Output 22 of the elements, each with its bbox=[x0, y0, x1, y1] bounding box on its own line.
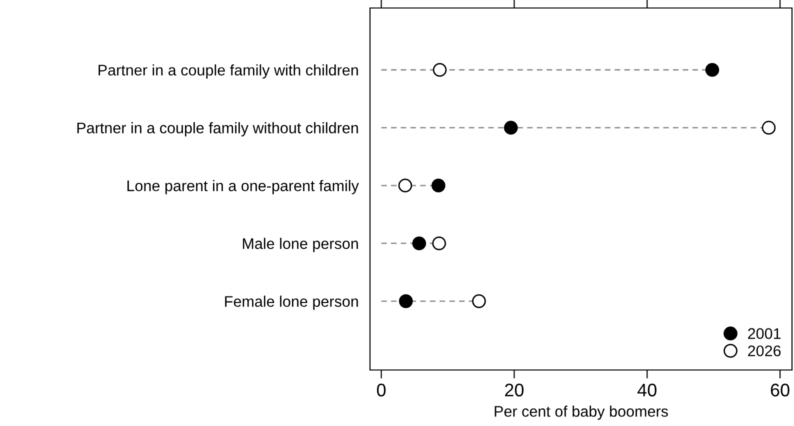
y-tick-label: Male lone person bbox=[242, 238, 358, 252]
point bbox=[432, 236, 446, 250]
point bbox=[398, 294, 413, 308]
y-tick-label: Partner in a couple family without children bbox=[77, 122, 358, 136]
point bbox=[472, 294, 486, 308]
x-axis-title: Per cent of baby boomers bbox=[494, 406, 668, 420]
point bbox=[504, 120, 518, 135]
x-tick-label: 60 bbox=[770, 384, 790, 396]
y-tick-label: Partner in a couple family with children bbox=[98, 64, 358, 79]
point bbox=[432, 178, 446, 192]
legend-label: 2026 bbox=[748, 345, 781, 356]
y-tick-label: Female lone person bbox=[225, 296, 358, 310]
y-tick-label: Lone parent in a one-parent family bbox=[127, 180, 359, 194]
x-tick-label: 0 bbox=[376, 384, 386, 396]
point bbox=[432, 62, 447, 77]
point bbox=[398, 178, 412, 192]
point bbox=[762, 120, 776, 135]
point bbox=[412, 236, 426, 250]
x-tick-label: 40 bbox=[638, 384, 656, 396]
x-tick-label: 20 bbox=[505, 384, 524, 396]
point bbox=[705, 62, 720, 77]
legend-label: 2001 bbox=[748, 328, 781, 339]
